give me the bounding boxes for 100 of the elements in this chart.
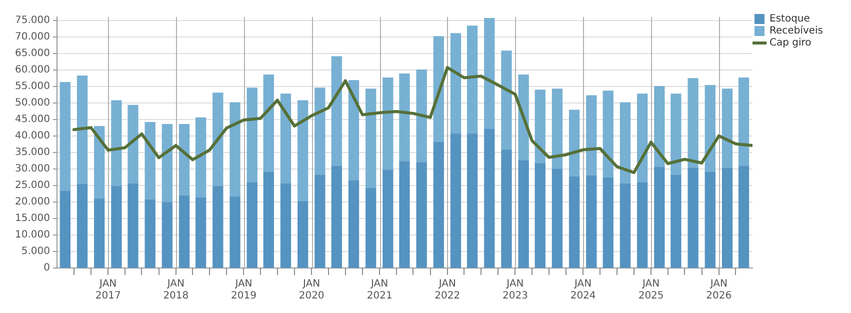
bar (568, 176, 580, 268)
bar (534, 90, 546, 164)
y-tick-label: 10.000 (14, 230, 50, 241)
bar (670, 94, 682, 176)
y-tick-label: 60.000 (14, 64, 50, 76)
bar (314, 88, 326, 176)
y-tick-label: 40.000 (14, 130, 50, 142)
bar (704, 85, 716, 173)
bar (128, 183, 138, 268)
bar (620, 102, 631, 184)
bar (60, 191, 70, 268)
y-tick-label: 50.000 (14, 97, 50, 108)
bar (636, 182, 648, 268)
bar (230, 102, 240, 198)
bar (450, 33, 462, 134)
bar (416, 70, 427, 163)
bar (416, 162, 427, 268)
bar (263, 74, 274, 173)
bar (738, 166, 750, 268)
bar (298, 201, 308, 268)
bar (382, 170, 394, 268)
bar (399, 161, 410, 268)
bar (144, 200, 156, 268)
x-tick-label: JAN 2024 (570, 278, 596, 302)
bar (568, 110, 580, 178)
bar (195, 198, 206, 268)
bar (433, 142, 444, 268)
y-tick-label: 75.000 (14, 14, 50, 26)
bar (586, 95, 597, 176)
bar (280, 183, 292, 268)
bar (688, 78, 698, 169)
bar (738, 77, 750, 167)
bar (484, 128, 495, 268)
bar (76, 75, 88, 185)
bar (552, 168, 563, 268)
x-tick-label: JAN 2017 (95, 278, 121, 302)
bar (230, 196, 240, 268)
bar (331, 56, 342, 167)
y-tick-label: 5.000 (21, 246, 50, 258)
y-tick-label: 70.000 (14, 31, 50, 42)
x-tick-label: JAN 2026 (706, 278, 732, 302)
y-tick-label: 0 (44, 262, 50, 274)
x-tick-label: JAN 2018 (163, 278, 189, 302)
bar (620, 183, 631, 268)
x-tick-label: JAN 2023 (502, 278, 528, 302)
bar (602, 178, 614, 268)
bar (670, 174, 682, 268)
bar (552, 88, 563, 170)
bar (450, 134, 462, 268)
y-tick-label: 25.000 (14, 180, 50, 192)
bar (366, 188, 376, 268)
bar (348, 80, 360, 182)
y-tick-label: 55.000 (14, 80, 50, 92)
y-tick-label: 65.000 (14, 48, 50, 59)
bar (331, 166, 342, 268)
bar (246, 88, 258, 184)
bar (382, 77, 394, 171)
legend-label: Cap giro (770, 38, 812, 49)
bar (654, 86, 665, 168)
bar (399, 73, 410, 162)
bar (94, 126, 105, 200)
bar (162, 124, 173, 203)
bar (501, 50, 512, 150)
bar (60, 82, 70, 192)
y-tick-label: 30.000 (14, 164, 50, 175)
x-tick-label: JAN 2025 (638, 278, 664, 302)
bar (654, 166, 665, 268)
bar (195, 117, 206, 198)
y-tick-label: 20.000 (14, 196, 50, 208)
bar (212, 186, 224, 268)
bar (366, 88, 376, 189)
x-tick-label: JAN 2022 (434, 278, 460, 302)
bar (212, 92, 224, 187)
bar (263, 172, 274, 268)
bar (722, 88, 733, 169)
bar (518, 160, 529, 268)
x-tick-label: JAN 2021 (366, 278, 392, 302)
bar (636, 94, 648, 184)
bar (722, 168, 733, 268)
bar (178, 196, 190, 268)
legend-label: Recebíveis (770, 26, 824, 37)
bar (76, 184, 88, 268)
bar (586, 176, 597, 268)
bar (111, 100, 122, 187)
x-tick-label: JAN 2020 (298, 278, 324, 302)
bar (484, 18, 495, 130)
bar (162, 202, 173, 268)
y-tick-label: 45.000 (14, 114, 50, 125)
bar (704, 172, 716, 268)
bar (111, 186, 122, 268)
bar (94, 198, 105, 268)
legend-label: Estoque (770, 14, 810, 25)
bar (280, 94, 292, 184)
y-tick-label: 35.000 (14, 147, 50, 158)
bar (128, 104, 138, 184)
bar (314, 174, 326, 268)
bar (688, 168, 698, 268)
bar (466, 134, 478, 268)
bar (144, 122, 156, 200)
bar (466, 26, 478, 134)
